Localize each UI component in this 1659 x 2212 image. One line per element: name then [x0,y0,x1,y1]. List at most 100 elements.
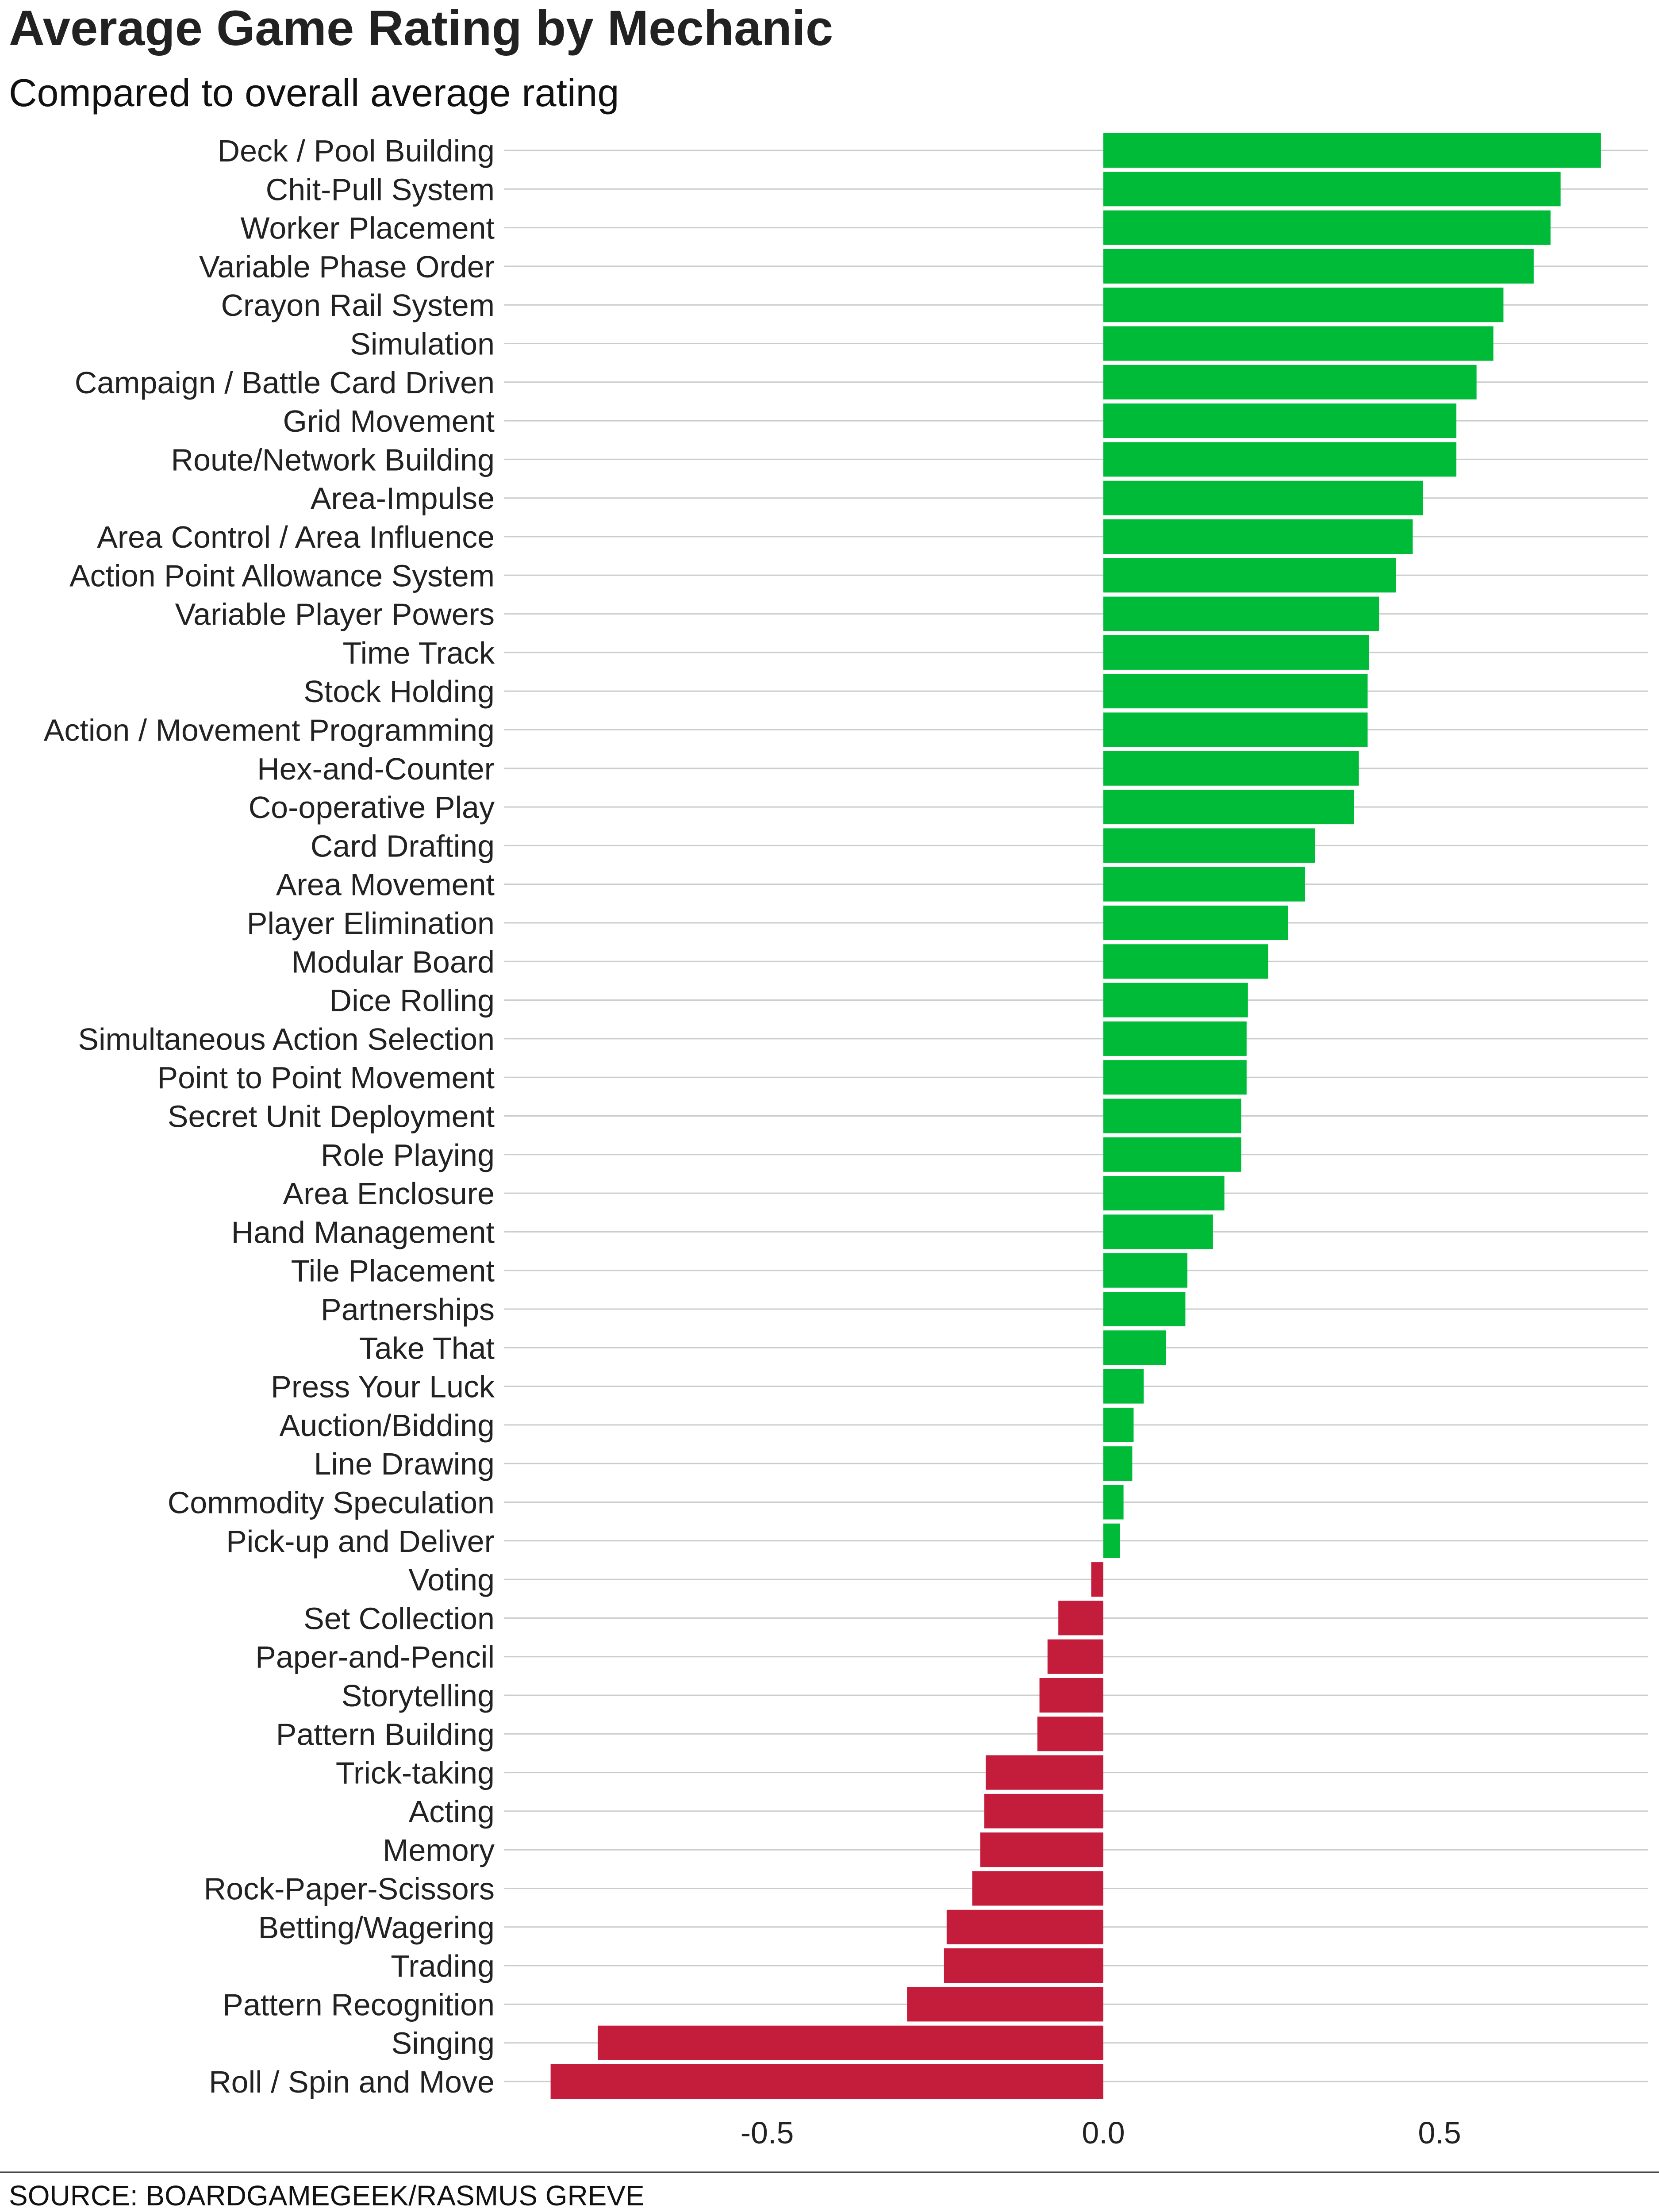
category-label: Set Collection [303,1601,495,1636]
category-label: Simultaneous Action Selection [78,1022,495,1056]
category-label: Variable Player Powers [175,597,495,632]
category-label: Voting [408,1563,495,1597]
bar [1103,867,1305,902]
bar [1103,133,1601,168]
bar [1103,172,1561,207]
bar [1103,1485,1124,1520]
category-label: Press Your Luck [271,1370,495,1404]
bar [1103,1021,1247,1056]
category-label: Tile Placement [291,1254,495,1288]
category-label: Action Point Allowance System [69,558,495,593]
bar [1103,403,1456,438]
category-label: Area Enclosure [283,1176,495,1211]
bar [984,1793,1103,1828]
category-label: Memory [383,1833,495,1867]
gridlines [504,150,1648,2082]
bar [1103,1407,1134,1442]
bar [946,1909,1103,1944]
bar [1103,790,1354,825]
bar [1037,1717,1103,1751]
bar [1103,1098,1241,1133]
category-label: Player Elimination [247,906,495,941]
bar [598,2025,1103,2060]
category-label: Role Playing [321,1138,495,1172]
bar [972,1871,1103,1906]
category-label: Grid Movement [283,404,495,438]
bar [1103,326,1494,361]
category-label: Modular Board [292,945,495,979]
chart-title: Average Game Rating by Mechanic [9,0,833,56]
category-label: Singing [391,2026,495,2061]
bar [1103,635,1369,670]
bar [1103,828,1315,863]
bar [1103,1060,1247,1095]
bar [1047,1639,1103,1674]
category-label: Hex-and-Counter [257,752,495,786]
category-label: Dice Rolling [330,983,495,1018]
category-label: Acting [408,1794,495,1829]
bar [1103,596,1379,631]
category-label: Simulation [350,327,495,361]
x-tick-label: 0.0 [1082,2116,1125,2150]
bar [1103,906,1288,940]
x-tick-label: -0.5 [741,2116,794,2150]
bar [1103,288,1504,323]
category-label: Deck / Pool Building [218,134,495,168]
bar [1103,944,1268,979]
category-label: Area Movement [276,868,495,902]
category-label: Pattern Building [276,1717,495,1751]
category-label: Hand Management [231,1215,495,1249]
category-label: Storytelling [342,1678,495,1713]
bar [1103,712,1368,747]
bar [1058,1601,1103,1636]
category-label: Route/Network Building [171,442,495,477]
x-axis-ticks: -0.5 0.0 0.5 [741,2116,1461,2150]
bar [1103,983,1248,1018]
bar [1103,558,1396,593]
category-label: Trading [391,1949,495,1983]
category-label: Campaign / Battle Card Driven [75,365,495,400]
bar [1103,674,1368,709]
bar [1103,365,1477,399]
category-label: Paper-and-Pencil [255,1640,495,1674]
category-label: Secret Unit Deployment [168,1099,495,1134]
category-label: Trick-taking [336,1756,495,1790]
bar [1103,480,1423,515]
category-label: Betting/Wagering [258,1910,495,1945]
category-label: Time Track [342,636,495,670]
category-label: Card Drafting [311,829,495,863]
bar [1103,210,1551,245]
bar [1103,1292,1186,1326]
category-label: Pattern Recognition [223,1987,495,2022]
bar [550,2064,1103,2099]
bar [944,1948,1103,1983]
bar [1103,1214,1213,1249]
bar [1091,1562,1103,1597]
category-label: Area Control / Area Influence [97,520,495,554]
category-label: Commodity Speculation [168,1486,495,1520]
category-label: Auction/Bidding [280,1408,495,1443]
category-label: Worker Placement [241,211,495,246]
bar [907,1987,1103,2022]
bar [986,1755,1103,1790]
bar [1039,1678,1103,1713]
bar [1103,1330,1166,1365]
bar [1103,1137,1241,1172]
category-label: Co-operative Play [249,790,495,825]
category-label: Crayon Rail System [221,288,495,323]
category-label: Stock Holding [303,674,495,709]
source-note: SOURCE: BOARDGAMEGEEK/RASMUS GREVE [9,2180,645,2212]
bar [1103,519,1413,554]
category-label: Variable Phase Order [199,250,495,284]
bar [1103,249,1534,284]
bar [1103,1523,1120,1558]
category-label: Rock-Paper-Scissors [204,1872,495,1906]
bar [1103,1253,1187,1288]
category-label: Line Drawing [314,1447,495,1481]
category-labels: Deck / Pool Building Chit-Pull System Work… [44,134,495,2099]
category-label: Roll / Spin and Move [209,2065,495,2099]
chart-subtitle: Compared to overall average rating [9,71,619,115]
bar [1103,1176,1225,1211]
bar [1103,442,1456,477]
